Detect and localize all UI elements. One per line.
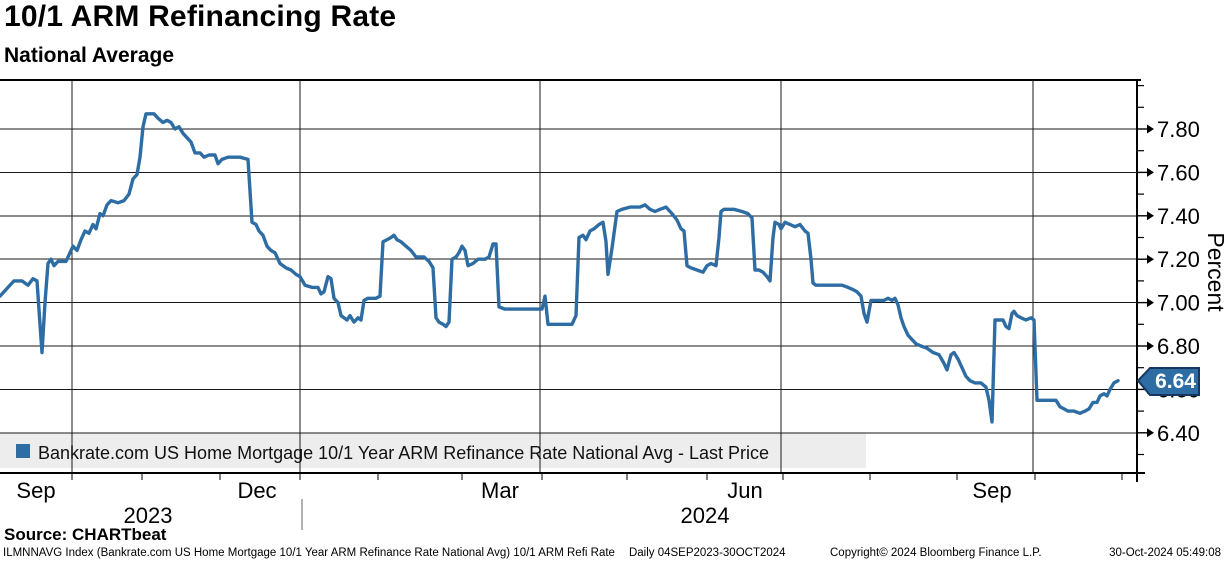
y-tick-label: 7.00 <box>1157 291 1200 316</box>
y-tick-arrow-icon <box>1147 428 1154 438</box>
y-tick-label: 7.20 <box>1157 247 1200 272</box>
footer-instrument: ILMNNAVG Index (Bankrate.com US Home Mor… <box>3 547 615 559</box>
x-month-label: Mar <box>481 478 519 503</box>
y-tick-label: 7.40 <box>1157 204 1200 229</box>
x-year-label: 2024 <box>681 503 730 528</box>
price-chart[interactable]: 7.807.607.407.207.006.806.606.40SepDecMa… <box>0 0 1224 545</box>
footer-copyright: Copyright© 2024 Bloomberg Finance L.P. <box>830 547 1042 559</box>
y-axis-title: Percent <box>1203 232 1224 312</box>
x-month-label: Dec <box>237 478 276 503</box>
x-month-label: Jun <box>727 478 762 503</box>
page-title: 10/1 ARM Refinancing Rate <box>4 0 397 33</box>
y-tick-label: 6.40 <box>1157 421 1200 446</box>
source-label: Source: CHARTbeat <box>4 525 167 544</box>
y-tick-arrow-icon <box>1147 298 1154 308</box>
y-tick-label: 7.80 <box>1157 117 1200 142</box>
x-year-label: 2023 <box>124 503 173 528</box>
y-tick-arrow-icon <box>1147 167 1154 177</box>
footer-timestamp: 30-Oct-2024 05:49:08 <box>1109 547 1221 559</box>
x-month-label: Sep <box>972 478 1011 503</box>
legend-marker-icon <box>16 444 30 458</box>
footer-instrument-line: ILMNNAVG Index (Bankrate.com US Home Mor… <box>3 547 786 559</box>
price-line-series <box>0 112 1120 424</box>
y-tick-arrow-icon <box>1147 124 1154 134</box>
legend-background <box>0 433 866 468</box>
y-tick-label: 7.60 <box>1157 160 1200 185</box>
y-tick-label: 6.80 <box>1157 334 1200 359</box>
page-subtitle: National Average <box>4 44 174 67</box>
footer: ILMNNAVG Index (Bankrate.com US Home Mor… <box>0 547 1224 563</box>
y-tick-arrow-icon <box>1147 254 1154 264</box>
legend-label[interactable]: Bankrate.com US Home Mortgage 10/1 Year … <box>38 443 769 463</box>
last-price-badge <box>1136 367 1200 396</box>
x-month-label: Sep <box>16 478 55 503</box>
y-tick-arrow-icon <box>1147 341 1154 351</box>
footer-frequency-range: Daily 04SEP2023-30OCT2024 <box>628 547 786 559</box>
y-tick-arrow-icon <box>1147 211 1154 221</box>
last-price-value: 6.64 <box>1155 370 1196 393</box>
